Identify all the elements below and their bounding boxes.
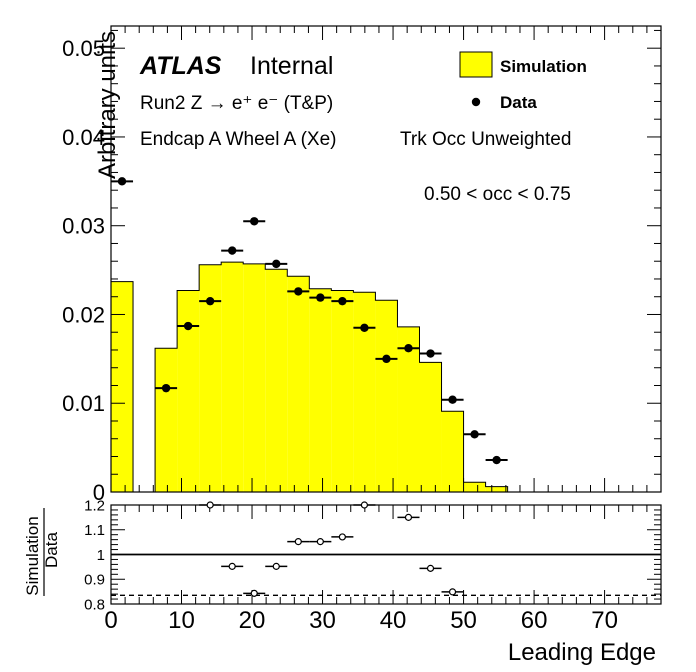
- data-point: [382, 354, 391, 364]
- ratio-point: [228, 562, 236, 570]
- main-y-tick-label: 0.05: [62, 36, 105, 61]
- simulation-bar: [419, 362, 442, 492]
- ratio-title-numerator: Simulation: [23, 516, 42, 595]
- main-frame-border: [110, 25, 662, 493]
- x-tick-label: 40: [380, 607, 407, 634]
- data-point: [426, 349, 435, 358]
- simulation-histogram: [110, 261, 640, 493]
- ratio-y-tick-label: 0.9: [84, 572, 105, 589]
- main-y-tick-label: 0.02: [62, 302, 105, 327]
- ratio-axis-title: Simulation Data: [23, 508, 61, 596]
- data-point: [404, 344, 413, 353]
- simulation-bar: [331, 290, 354, 492]
- ratio-point: [360, 501, 369, 509]
- data-point: [492, 455, 501, 465]
- ratio-point: [294, 538, 302, 546]
- x-tick-label: 10: [168, 607, 195, 634]
- data-point: [250, 217, 259, 226]
- atlas-label: ATLAS: [139, 52, 222, 80]
- ratio-point: [448, 588, 457, 596]
- simulation-bar: [221, 262, 244, 492]
- simulation-bar: [485, 486, 508, 492]
- region-label: Endcap A Wheel A (Xe): [140, 129, 336, 150]
- x-tick-label: 50: [450, 607, 477, 634]
- ratio-point: [272, 562, 280, 570]
- data-points: [111, 177, 508, 465]
- data-point: [448, 395, 457, 404]
- data-point: [294, 287, 303, 296]
- y-axis-title: Arbitrary units: [94, 31, 121, 179]
- main-y-tick-label: 0: [93, 480, 105, 505]
- legend: Simulation Data: [459, 51, 587, 112]
- x-axis-title: Leading Edge: [508, 639, 656, 666]
- legend-data-label: Data: [500, 93, 537, 112]
- ratio-y-tick-label: 1.2: [84, 497, 105, 514]
- ratio-panel-frame: 0.8 0.9 1 1.1 1.2 0 10 20 30 40 50 60 70: [84, 497, 662, 634]
- main-y-tick-label: 0.03: [62, 214, 105, 239]
- main-panel-frame: 0 0.01 0.02 0.03 0.04 0.05: [62, 25, 662, 505]
- data-point: [470, 430, 479, 439]
- weighting-label: Trk Occ Unweighted: [400, 129, 571, 150]
- simulation-bar: [309, 288, 332, 492]
- ratio-y-tick-label: 0.8: [84, 596, 105, 613]
- ratio-point: [250, 589, 258, 597]
- ratio-point: [206, 501, 214, 509]
- simulation-outline: [110, 261, 640, 493]
- data-point: [205, 296, 215, 306]
- legend-simulation-label: Simulation: [500, 57, 587, 76]
- x-tick-label: 70: [591, 607, 618, 634]
- data-point: [272, 259, 281, 269]
- data-point: [161, 383, 171, 393]
- simulation-bar: [155, 348, 178, 492]
- ratio-point: [404, 513, 413, 521]
- x-tick-label: 20: [239, 607, 266, 634]
- simulation-bar: [397, 326, 420, 492]
- x-tick-label: 0: [104, 607, 117, 634]
- data-point: [183, 321, 193, 331]
- process-label: Run2 Z → e⁺ e⁻ (T&P): [140, 93, 333, 114]
- x-tick-label: 60: [521, 607, 548, 634]
- data-point: [316, 293, 325, 302]
- occupancy-range-label: 0.50 < occ < 0.75: [424, 184, 571, 205]
- data-point: [117, 177, 127, 186]
- simulation-bar: [177, 290, 200, 492]
- ratio-y-tick-label: 1.1: [84, 522, 105, 539]
- main-y-tick-label: 0.04: [62, 125, 105, 150]
- data-point: [360, 323, 369, 332]
- simulation-bar: [265, 269, 288, 492]
- x-tick-label: 30: [309, 607, 336, 634]
- ratio-title-denominator: Data: [42, 532, 61, 568]
- ratio-point: [316, 538, 324, 546]
- simulation-bar: [287, 276, 310, 492]
- simulation-bar: [243, 263, 266, 492]
- simulation-bar: [199, 264, 222, 492]
- ratio-y-tick-label: 1: [97, 547, 105, 564]
- data-point: [338, 296, 347, 306]
- data-point: [227, 246, 237, 255]
- simulation-bar: [353, 292, 376, 492]
- internal-label: Internal: [250, 52, 333, 80]
- simulation-bar: [375, 300, 398, 492]
- simulation-bar: [441, 411, 464, 492]
- simulation-bar: [111, 281, 134, 492]
- ratio-points: [111, 501, 661, 597]
- main-y-tick-label: 0.01: [62, 391, 105, 416]
- legend-simulation-swatch: [459, 51, 493, 78]
- ratio-point: [338, 533, 346, 541]
- simulation-bar: [463, 482, 486, 492]
- legend-data-marker: [471, 97, 481, 107]
- ratio-point: [426, 564, 435, 572]
